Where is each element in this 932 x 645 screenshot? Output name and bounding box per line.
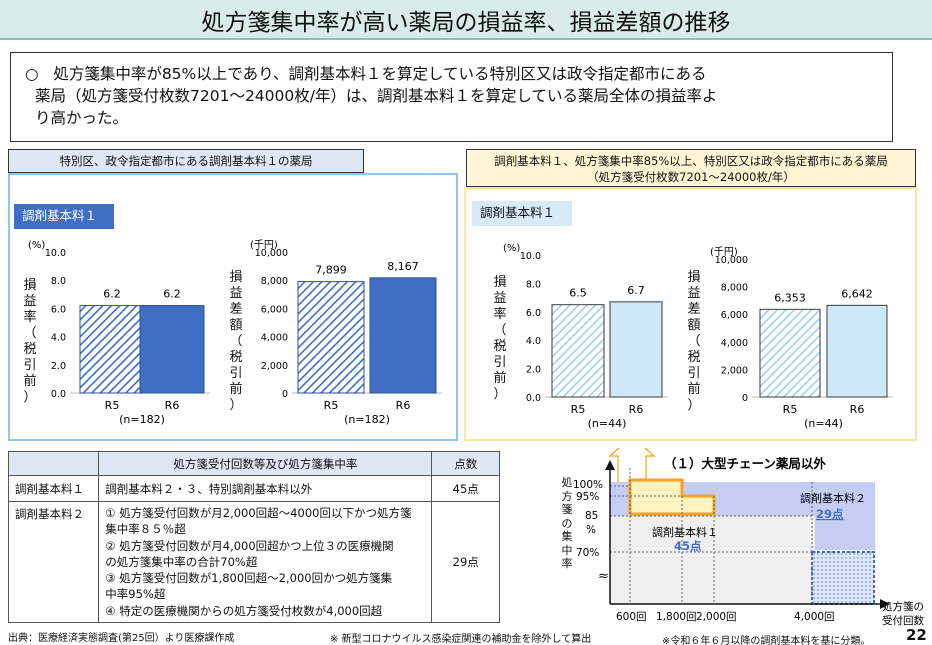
table-row-2-desc: ① 処方箋受付回数が月2,000回超〜4000回以下かつ処方箋 集中率８５％超 … bbox=[98, 500, 433, 624]
criteria-table: 処方箋受付回数等及び処方箋集中率 点数 調剤基本料１ 調剤基本料２・３、特別調剤… bbox=[7, 451, 500, 624]
table-row: 調剤基本料１ 調剤基本料２・３、特別調剤基本料以外 45点 bbox=[7, 475, 500, 502]
left-panel-header: 特別区、政令指定都市にある調剤基本料１の薬局 bbox=[8, 149, 364, 173]
x-axis-label-2: 受付回数 bbox=[882, 614, 924, 627]
x-axis-label-1: 処方箋の bbox=[882, 600, 924, 613]
page-title: 処方箋集中率が高い薬局の損益率、損益差額の推移 bbox=[201, 10, 731, 36]
x-arrow-icon bbox=[880, 599, 890, 609]
summary-bullet: ○ bbox=[25, 65, 39, 83]
right-amount-ylabel: 損益差額（税引前） bbox=[687, 270, 701, 413]
region-dots bbox=[811, 551, 875, 605]
right-panel-header: 調剤基本料１、処方箋集中率85%以上、特別区又は政令指定都市にある薬局 （処方箋… bbox=[466, 149, 916, 187]
table-row-1-name: 調剤基本料１ bbox=[7, 475, 100, 502]
left-panel-chip: 調剤基本料１ bbox=[14, 204, 114, 229]
criteria-line: ② 処方箋受付回数が月4,000回超かつ上位３の医療機関 bbox=[105, 538, 394, 553]
right-panel-header-line-1: 調剤基本料１、処方箋集中率85%以上、特別区又は政令指定都市にある薬局 bbox=[494, 154, 888, 168]
summary-line-2: 薬局（処方箋受付枚数7201〜24000枚/年）は、調剤基本料１を算定している薬… bbox=[35, 87, 718, 105]
concentration-diagram: （１）大型チェーン薬局以外 ≈ 100% 95% 85 % 70% 600回 1… bbox=[573, 448, 924, 627]
ytick-85-pct: % bbox=[586, 524, 596, 536]
table-header-blank bbox=[7, 451, 100, 476]
diagram-y-axis-label: 処方箋の集中率 bbox=[561, 476, 573, 570]
criteria-line: ① 処方箋受付回数が月2,000回超〜4000回以下かつ処方箋 bbox=[105, 506, 412, 520]
ytick-100: 100% bbox=[573, 479, 603, 491]
table-row-1-desc: 調剤基本料２・３、特別調剤基本料以外 bbox=[98, 475, 433, 502]
summary-box: ○ 処方箋集中率が85%以上であり、調剤基本料１を算定している特別区又は政令指定… bbox=[10, 52, 893, 142]
summary-line-1: ○ 処方箋集中率が85%以上であり、調剤基本料１を算定している特別区又は政令指定… bbox=[25, 63, 878, 85]
summary-line-3: り高かった。 bbox=[35, 109, 129, 127]
axis-break-icon: ≈ bbox=[598, 569, 609, 584]
xtick-1800: 1,800回 bbox=[656, 611, 697, 623]
xtick-600: 600回 bbox=[616, 611, 647, 623]
table-row-1-points: 45点 bbox=[431, 475, 500, 502]
footer-note-2: ※令和６年６月以降の調剤基本料を基に分類。 bbox=[662, 636, 871, 645]
ytick-85: 85 bbox=[585, 510, 598, 522]
left-rate-ylabel: 損益率（税引前） bbox=[23, 278, 37, 405]
table-header-criteria: 処方箋受付回数等及び処方箋集中率 bbox=[98, 451, 433, 476]
footer-note-1: ※ 新型コロナウイルス感染症関連の補助金を除外して算出 bbox=[330, 634, 592, 645]
xtick-2000: 2,000回 bbox=[696, 611, 737, 623]
region1-points: 45点 bbox=[674, 539, 702, 553]
ytick-95: 95% bbox=[576, 491, 599, 503]
left-amount-ylabel: 損益差額（税引前） bbox=[229, 270, 243, 413]
table-row: 調剤基本料２ ① 処方箋受付回数が月2,000回超〜4000回以下かつ処方箋 集… bbox=[7, 500, 500, 624]
footer-source: 出典：医療経済実態調査(第25回）より医療課作成 bbox=[8, 633, 235, 644]
criteria-line: の処方箋集中率の合計70%超 bbox=[105, 554, 258, 569]
table-header-row: 処方箋受付回数等及び処方箋集中率 点数 bbox=[7, 451, 500, 476]
summary-text-1: 処方箋集中率が85%以上であり、調剤基本料１を算定している特別区又は政令指定都市… bbox=[53, 65, 707, 83]
criteria-line: 中率95%超 bbox=[105, 587, 166, 602]
criteria-line: 集中率８５％超 bbox=[105, 522, 186, 537]
diagram-heading: （１）大型チェーン薬局以外 bbox=[664, 456, 826, 471]
region-gray bbox=[610, 516, 815, 604]
region1-label: 調剤基本料１ bbox=[652, 525, 718, 539]
y-arrow-icon bbox=[605, 460, 615, 470]
criteria-line: ③ 処方箋受付回数が1,800回超〜2,000回かつ処方箋集 bbox=[105, 571, 393, 586]
criteria-line: ④ 特定の医療機関からの処方箋受付枚数が4,000回超 bbox=[105, 603, 383, 618]
title-bar bbox=[0, 0, 932, 40]
region2-points: 29点 bbox=[816, 507, 844, 521]
region2-label: 調剤基本料２ bbox=[800, 491, 866, 505]
ytick-70: 70% bbox=[576, 547, 599, 559]
right-rate-ylabel: 損益率（税引前） bbox=[493, 275, 507, 402]
right-panel-chip: 調剤基本料１ bbox=[472, 201, 572, 226]
xtick-4000: 4,000回 bbox=[794, 611, 835, 623]
table-header-points: 点数 bbox=[431, 451, 500, 476]
right-panel-header-line-2: （処方箋受付枚数7201〜24000枚/年） bbox=[587, 170, 795, 184]
page-number: 22 bbox=[906, 626, 927, 644]
table-row-2-name: 調剤基本料２ bbox=[7, 500, 100, 624]
table-row-2-points: 29点 bbox=[431, 500, 500, 624]
